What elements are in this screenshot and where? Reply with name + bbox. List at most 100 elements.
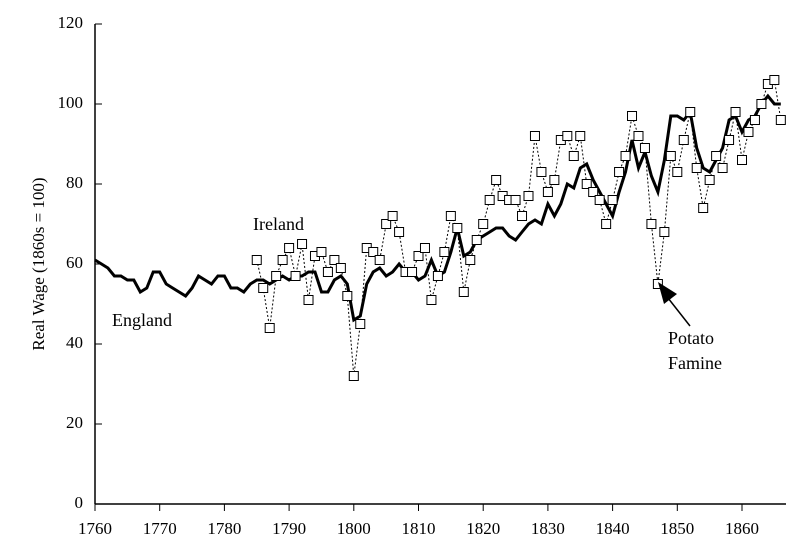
data-point: [439, 247, 450, 257]
data-point: [749, 115, 760, 125]
x-tick-label: 1800: [337, 519, 371, 538]
data-point: [413, 251, 424, 261]
data-point: [639, 143, 650, 153]
data-point: [665, 151, 676, 161]
data-point: [517, 211, 528, 221]
data-point: [303, 295, 314, 305]
data-point: [562, 131, 573, 141]
data-point: [581, 179, 592, 189]
annotation: Famine: [668, 353, 722, 373]
data-point: [685, 107, 696, 117]
data-point: [575, 131, 586, 141]
data-point: [704, 175, 715, 185]
x-tick-label: 1850: [660, 519, 694, 538]
data-point: [329, 255, 340, 265]
data-point: [588, 187, 599, 197]
x-tick-label: 1830: [531, 519, 565, 538]
y-tick-label: 20: [66, 413, 83, 432]
data-point: [297, 239, 308, 249]
data-point: [756, 99, 767, 109]
data-point: [426, 295, 437, 305]
data-point: [432, 271, 443, 281]
data-point: [387, 211, 398, 221]
data-point: [355, 319, 366, 329]
data-point: [465, 255, 476, 265]
data-point: [419, 243, 430, 253]
data-point: [284, 243, 295, 253]
data-point: [510, 195, 521, 205]
data-point: [568, 151, 579, 161]
data-point: [529, 131, 540, 141]
data-point: [652, 279, 663, 289]
data-point: [394, 227, 405, 237]
x-tick-label: 1790: [272, 519, 306, 538]
data-point: [458, 287, 469, 297]
x-tick-label: 1780: [207, 519, 241, 538]
data-point: [659, 227, 670, 237]
data-point: [271, 271, 282, 281]
data-point: [737, 155, 748, 165]
data-point: [601, 219, 612, 229]
y-tick-label: 60: [66, 253, 83, 272]
data-point: [368, 247, 379, 257]
x-tick-label: 1810: [402, 519, 436, 538]
data-point: [523, 191, 534, 201]
data-point: [769, 75, 780, 85]
data-point: [374, 255, 385, 265]
data-point: [646, 219, 657, 229]
x-tick-label: 1860: [725, 519, 759, 538]
x-tick-label: 1770: [143, 519, 177, 538]
data-point: [542, 187, 553, 197]
data-point: [277, 255, 288, 265]
data-point: [672, 167, 683, 177]
annotation-arrow: [667, 297, 691, 327]
y-tick-label: 120: [58, 13, 84, 32]
ireland-line: [256, 79, 782, 377]
data-point: [691, 163, 702, 173]
series-label: England: [112, 310, 172, 330]
data-point: [348, 371, 359, 381]
data-point: [491, 175, 502, 185]
data-point: [730, 107, 741, 117]
data-point: [607, 195, 618, 205]
data-point: [775, 115, 786, 125]
y-tick-label: 80: [66, 173, 83, 192]
y-axis-label: Real Wage (1860s = 100): [29, 177, 48, 350]
data-point: [711, 151, 722, 161]
data-point: [322, 267, 333, 277]
data-point: [251, 255, 262, 265]
data-point: [335, 263, 346, 273]
data-point: [264, 323, 275, 333]
data-point: [549, 175, 560, 185]
data-point: [594, 195, 605, 205]
y-tick-label: 100: [58, 93, 84, 112]
x-tick-label: 1820: [466, 519, 500, 538]
data-point: [452, 223, 463, 233]
data-point: [407, 267, 418, 277]
data-point: [478, 219, 489, 229]
data-point: [316, 247, 327, 257]
data-point: [633, 131, 644, 141]
x-tick-label: 1760: [78, 519, 112, 538]
data-point: [536, 167, 547, 177]
data-point: [484, 195, 495, 205]
data-point: [620, 151, 631, 161]
data-point: [678, 135, 689, 145]
england-line: [94, 93, 781, 323]
data-point: [724, 135, 735, 145]
annotation-arrowhead: [658, 282, 677, 304]
data-point: [342, 291, 353, 301]
y-tick-label: 40: [66, 333, 83, 352]
data-point: [381, 219, 392, 229]
y-tick-label: 0: [75, 493, 84, 512]
annotation: Potato: [668, 328, 714, 348]
data-point: [614, 167, 625, 177]
data-point: [445, 211, 456, 221]
data-point: [698, 203, 709, 213]
data-point: [627, 111, 638, 121]
data-point: [290, 271, 301, 281]
series-label: Ireland: [253, 214, 304, 234]
data-point: [258, 283, 269, 293]
data-point: [717, 163, 728, 173]
